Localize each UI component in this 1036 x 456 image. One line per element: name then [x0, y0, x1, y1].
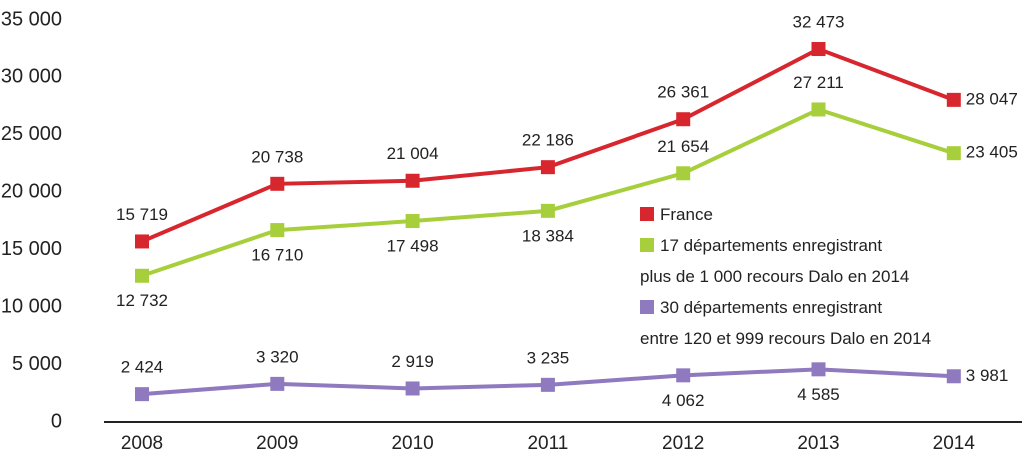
data-label: 16 710: [251, 246, 303, 265]
y-tick-label: 35 000: [1, 8, 62, 30]
x-tick-label: 2013: [797, 433, 839, 454]
x-tick-label: 2012: [662, 433, 704, 454]
data-label: 2 424: [121, 358, 164, 377]
data-label: 2 919: [391, 352, 434, 371]
data-point: [811, 42, 826, 57]
legend-label: France: [660, 205, 713, 224]
data-point: [540, 203, 555, 218]
y-tick-label: 15 000: [1, 238, 62, 260]
y-tick-label: 0: [51, 410, 62, 432]
data-point: [135, 234, 149, 249]
legend-label: 17 départements enregistrant plus de 1 0…: [640, 236, 910, 286]
data-label: 12 732: [116, 291, 168, 310]
data-point: [946, 92, 961, 107]
y-tick-label: 10 000: [1, 295, 62, 317]
x-tick-label: 2011: [527, 433, 568, 454]
y-tick-label: 30 000: [1, 66, 62, 88]
data-label: 4 062: [662, 391, 705, 410]
data-label: 17 498: [387, 237, 439, 256]
data-label: 22 186: [522, 131, 574, 150]
data-label: 15 719: [116, 205, 168, 224]
data-point: [405, 381, 420, 396]
legend-item: 17 départements enregistrant plus de 1 0…: [640, 230, 931, 292]
data-point: [946, 369, 961, 384]
data-label: 18 384: [522, 226, 574, 245]
data-label: 28 047: [966, 89, 1018, 108]
legend: France 17 départements enregistrant plus …: [640, 199, 931, 354]
data-point: [405, 173, 420, 188]
data-label: 20 738: [251, 147, 303, 166]
data-point: [540, 160, 555, 175]
y-tick-label: 25 000: [1, 123, 62, 145]
data-point: [270, 376, 285, 391]
y-tick-label: 20 000: [1, 181, 62, 203]
data-label: 3 320: [256, 347, 299, 366]
data-point: [676, 166, 691, 181]
data-label: 32 473: [793, 13, 845, 32]
legend-swatch: [640, 238, 654, 252]
data-point: [270, 176, 285, 191]
legend-swatch: [640, 300, 654, 314]
data-label: 21 004: [387, 144, 439, 163]
x-tick-label: 2010: [391, 433, 433, 454]
data-point: [135, 387, 149, 402]
data-label: 3 235: [527, 348, 570, 367]
data-label: 23 405: [966, 143, 1018, 162]
legend-label: 30 départements enregistrant entre 120 e…: [640, 298, 932, 348]
x-tick-label: 2014: [933, 433, 976, 454]
data-point: [405, 214, 420, 229]
x-tick-label: 2009: [256, 433, 298, 454]
data-label: 3 981: [966, 366, 1009, 385]
data-point: [946, 146, 961, 161]
data-label: 21 654: [657, 137, 709, 156]
data-point: [135, 268, 149, 283]
data-point: [811, 102, 826, 117]
data-label: 27 211: [793, 73, 844, 92]
data-point: [676, 112, 691, 127]
data-point: [676, 368, 691, 383]
legend-item: 30 départements enregistrant entre 120 e…: [640, 292, 931, 354]
y-tick-label: 5 000: [12, 353, 62, 375]
x-tick-label: 2008: [121, 433, 163, 454]
data-label: 4 585: [797, 385, 840, 404]
data-label: 26 361: [657, 83, 709, 102]
data-point: [811, 362, 826, 377]
legend-swatch: [640, 207, 654, 221]
data-point: [270, 223, 285, 238]
data-point: [540, 377, 555, 392]
legend-item: France: [640, 199, 931, 230]
